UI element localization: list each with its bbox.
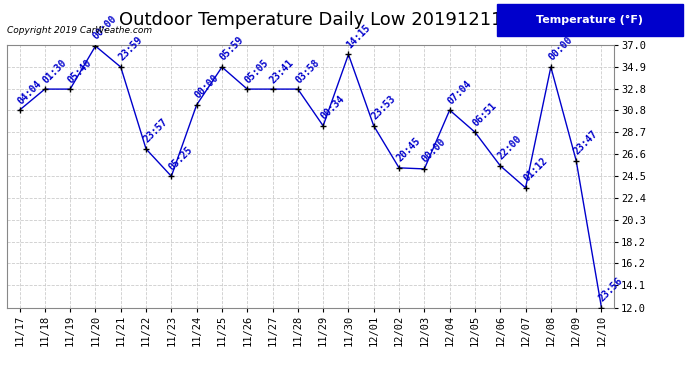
Text: 05:05: 05:05: [243, 57, 270, 85]
Text: 03:58: 03:58: [293, 57, 322, 85]
Text: 00:00: 00:00: [91, 14, 119, 42]
Text: 23:53: 23:53: [369, 94, 397, 122]
Text: 00:00: 00:00: [420, 137, 448, 165]
Text: 23:41: 23:41: [268, 57, 296, 85]
Text: Outdoor Temperature Daily Low 20191211: Outdoor Temperature Daily Low 20191211: [119, 11, 502, 29]
Text: 01:30: 01:30: [41, 57, 68, 85]
Text: 23:47: 23:47: [572, 129, 600, 156]
Text: 04:04: 04:04: [15, 78, 43, 106]
Text: 05:25: 05:25: [167, 144, 195, 172]
Text: 01:12: 01:12: [521, 156, 549, 184]
Text: 06:51: 06:51: [471, 100, 498, 128]
Text: Temperature (°F): Temperature (°F): [536, 15, 644, 25]
Text: 00:00: 00:00: [193, 73, 220, 100]
Text: 00:00: 00:00: [546, 35, 574, 63]
Text: 23:56: 23:56: [597, 276, 625, 303]
Text: 23:59: 23:59: [117, 35, 144, 63]
Text: 23:57: 23:57: [141, 117, 170, 145]
Text: 05:40: 05:40: [66, 57, 94, 85]
Text: 07:04: 07:04: [445, 78, 473, 106]
Text: Copyright 2019 CarWeathe.com: Copyright 2019 CarWeathe.com: [7, 26, 152, 35]
Text: 20:45: 20:45: [395, 136, 422, 164]
Text: 05:59: 05:59: [217, 35, 246, 63]
Text: 00:34: 00:34: [319, 94, 346, 122]
Text: 22:00: 22:00: [496, 134, 524, 162]
Text: 14:15: 14:15: [344, 22, 372, 50]
